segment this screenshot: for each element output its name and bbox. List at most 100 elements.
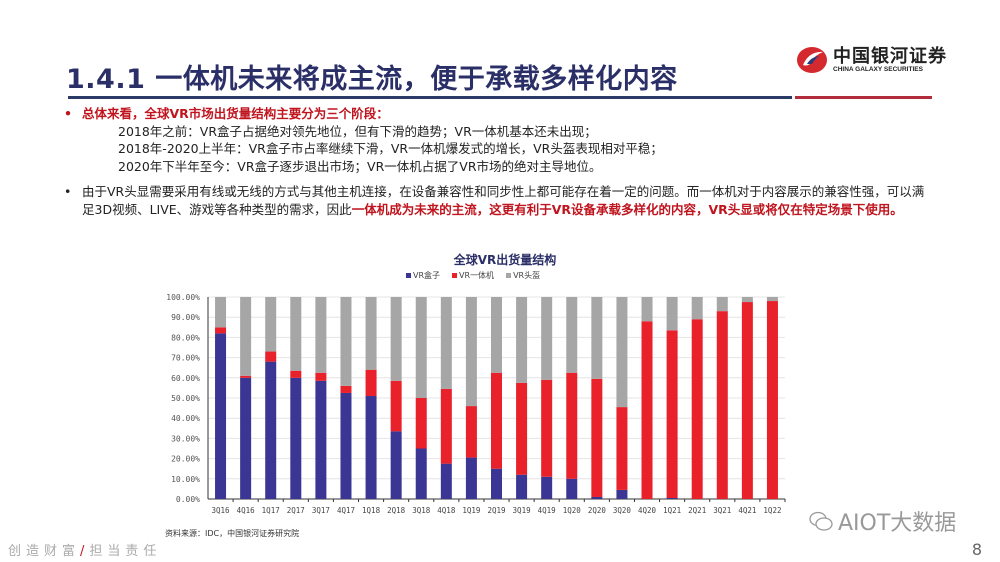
galaxy-logo-icon (797, 47, 827, 73)
bullet-1-line: 2018年-2020上半年：VR盒子市占率继续下滑，VR一体机爆发式的增长，VR… (118, 141, 663, 156)
bar-segment (340, 385, 352, 393)
y-tick-label: 20.00% (171, 455, 200, 464)
bar-segment (716, 297, 728, 312)
bar-segment (265, 361, 277, 499)
bar-segment (616, 297, 628, 408)
bar-segment (365, 297, 377, 370)
bar-segment (415, 448, 427, 499)
bar-segment (265, 351, 277, 362)
bar-segment (566, 372, 578, 479)
x-tick-label: 4Q16 (237, 506, 256, 515)
bar-segment (240, 375, 252, 378)
bar-segment (390, 297, 402, 381)
bar-segment (541, 297, 553, 380)
page-title: 1.4.1 一体机未来将成主流，便于承载多样化内容 (66, 64, 678, 95)
legend-item: VR头盔 (506, 270, 540, 281)
bar-segment (566, 478, 578, 499)
bar-segment (591, 378, 603, 497)
legend-item: VR盒子 (406, 270, 440, 281)
bar-segment (465, 297, 477, 407)
bar-segment (215, 327, 227, 334)
bullet-2-highlight: 一体机成为未来的主流，这更有利于VR设备承载多样化的内容，VR头显或将仅在特定场… (351, 201, 903, 217)
bar-segment (290, 377, 302, 499)
bullet-1-lead: 总体来看，全球VR市场出货量结构主要分为三个阶段： (82, 106, 389, 121)
bullet-1-line: 2020年下半年至今：VR盒子逐步退出市场；VR一体机占据了VR市场的绝对主导地… (118, 158, 602, 174)
bar-segment (415, 398, 427, 449)
bar-segment (691, 297, 703, 320)
bar-segment (491, 372, 502, 469)
bar-segment (641, 321, 653, 499)
title-divider (68, 96, 792, 99)
bar-segment (766, 301, 778, 499)
bar-segment (641, 297, 653, 322)
y-tick-label: 10.00% (171, 475, 200, 484)
bar-segment (365, 395, 377, 499)
x-tick-label: 3Q18 (412, 506, 431, 515)
bar-segment (390, 380, 402, 432)
bar-segment (491, 468, 502, 499)
logo-en: CHINA GALAXY SECURITIES (833, 65, 923, 73)
x-tick-label: 1Q18 (362, 506, 381, 515)
bar-segment (290, 297, 302, 371)
chart-title: 全球VR出货量结构 (453, 253, 557, 267)
y-tick-label: 0.00% (176, 495, 200, 504)
page-number: 8 (971, 540, 982, 559)
y-tick-label: 40.00% (171, 414, 200, 423)
bar-segment (365, 369, 377, 396)
bullet-1: • 总体来看，全球VR市场出货量结构主要分为三个阶段： 2018年之前：VR盒子… (64, 105, 932, 175)
x-tick-label: 2Q20 (588, 506, 607, 515)
x-tick-label: 4Q20 (638, 506, 657, 515)
x-tick-label: 3Q21 (713, 506, 731, 515)
bar-segment (315, 297, 327, 373)
y-tick-label: 90.00% (171, 313, 200, 322)
logo: 中国银河证券 CHINA GALAXY SECURITIES (795, 45, 947, 75)
bar-segment (691, 319, 703, 499)
bullet-2-text: 由于VR头显需要采用有线或无线的方式与其他主机连接，在设备兼容性和同步性上都可能… (82, 184, 925, 217)
bar-segment (440, 463, 452, 499)
bar-segment (340, 392, 352, 499)
bar-segment (666, 330, 678, 498)
bar-segment (741, 302, 753, 499)
bar-segment (465, 457, 477, 499)
x-tick-label: 3Q20 (613, 506, 632, 515)
x-tick-label: 4Q18 (437, 506, 456, 515)
y-tick-label: 30.00% (171, 434, 200, 443)
bar-segment (440, 388, 452, 464)
bar-segment (541, 379, 553, 477)
chart-legend: VR盒子 VR一体机 VR头盔 (406, 270, 540, 281)
bar-segment (541, 476, 553, 499)
bar-segment (666, 497, 678, 499)
logo-cn: 中国银河证券 (833, 45, 947, 67)
bar-segment (440, 297, 452, 389)
bar-segment (616, 489, 628, 499)
x-tick-label: 1Q21 (663, 506, 681, 515)
x-tick-label: 1Q19 (462, 506, 480, 515)
bar-segment (240, 377, 252, 499)
x-tick-label: 2Q21 (688, 506, 706, 515)
footer-slogan: 创造财富/担当责任 (8, 544, 162, 559)
title-divider-accent (795, 96, 932, 99)
bullet-1-line: 2018年之前：VR盒子占据绝对领先地位，但有下滑的趋势；VR一体机基本还未出现… (118, 123, 597, 139)
x-tick-label: 2Q19 (487, 506, 505, 515)
source-note: 资料来源：IDC，中国银河证券研究院 (165, 529, 300, 538)
bar-segment (516, 474, 528, 499)
bar-segment (591, 297, 603, 379)
bar-segment (516, 297, 528, 383)
bar-segment (766, 297, 778, 302)
bullet-2: • 由于VR头显需要采用有线或无线的方式与其他主机连接，在设备兼容性和同步性上都… (64, 184, 925, 217)
bar-segment (290, 370, 302, 378)
bar-segment (591, 496, 603, 499)
x-tick-label: 4Q19 (538, 506, 556, 515)
x-tick-label: 4Q21 (738, 506, 756, 515)
x-tick-label: 3Q19 (513, 506, 531, 515)
y-tick-label: 70.00% (171, 354, 200, 363)
bar-segment (616, 407, 628, 490)
bar-segment (265, 297, 277, 352)
bar-segment (741, 297, 753, 303)
bar-segment (666, 297, 678, 331)
legend-item: VR一体机 (452, 270, 494, 281)
bar-segment (491, 297, 502, 373)
x-tick-label: 1Q17 (262, 506, 280, 515)
wechat-icon (809, 511, 833, 531)
bar-segment (215, 297, 227, 328)
